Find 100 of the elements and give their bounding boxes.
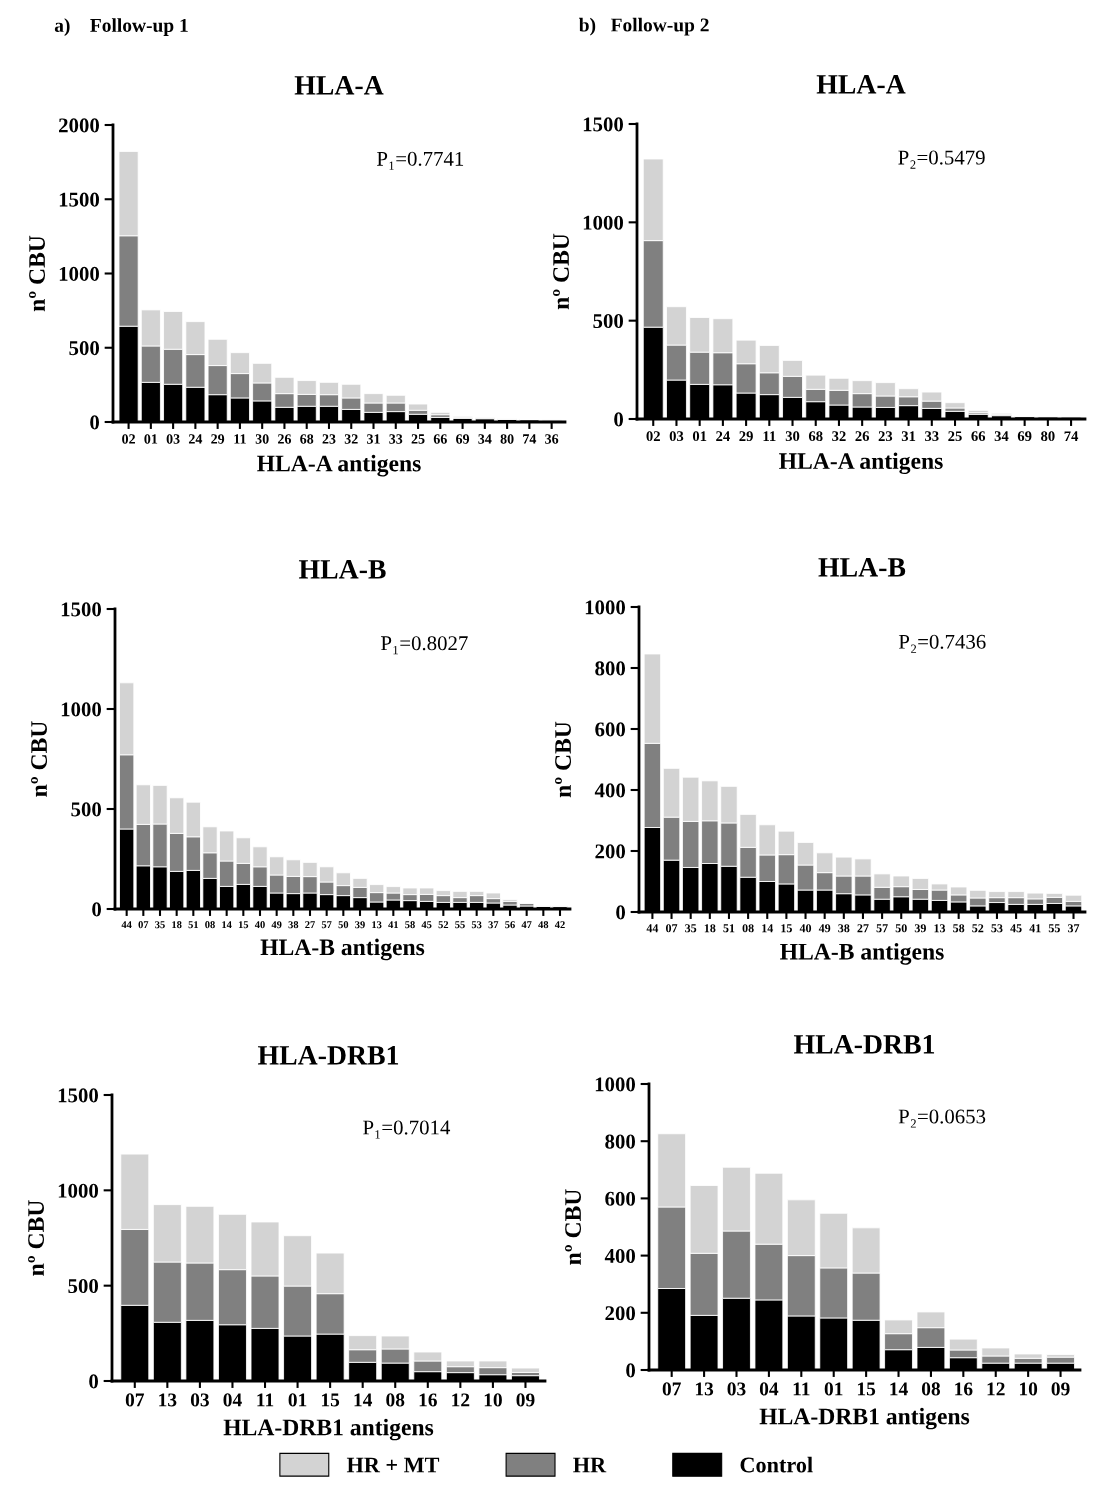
x-tick-label: 08	[205, 921, 215, 929]
x-tick-label: 14	[222, 921, 232, 929]
legend-label: Control	[740, 1456, 813, 1473]
x-tick-label: 09	[516, 1393, 535, 1407]
x-tick-label: 07	[125, 1393, 145, 1407]
chart-title: HLA-B	[818, 558, 906, 577]
x-tick-label: 34	[994, 431, 1009, 442]
x-axis-title: HLA-B antigens	[780, 943, 944, 965]
y-tick-label: 1500	[61, 602, 102, 617]
x-tick-label: 53	[991, 924, 1003, 933]
x-tick-label: 52	[972, 924, 984, 933]
x-tick-label: 12	[452, 1393, 470, 1407]
y-tick-label: 1000	[585, 600, 626, 615]
x-tick-label: 38	[288, 921, 299, 929]
x-tick-label: 45	[1010, 924, 1022, 933]
legend-label: HR	[573, 1457, 607, 1473]
x-tick-label: 15	[238, 921, 249, 929]
x-tick-label: 66	[971, 431, 986, 442]
y-axis-title: nº CBU	[28, 1200, 45, 1276]
y-tick-label: 1000	[58, 1183, 99, 1198]
x-tick-label: 48	[538, 921, 549, 929]
x-tick-label: 18	[704, 924, 716, 933]
x-tick-label: 15	[857, 1382, 876, 1396]
annotation: P₁=0.7741	[377, 151, 464, 170]
x-tick-label: 03	[190, 1393, 209, 1407]
x-tick-label: 14	[762, 924, 774, 933]
chart-title: HLA-B	[298, 560, 386, 579]
x-tick-label: 01	[144, 434, 158, 444]
x-tick-label: 08	[386, 1393, 405, 1407]
x-tick-label: 41	[1029, 924, 1041, 933]
x-tick-label: 40	[254, 921, 265, 929]
x-tick-label: 57	[321, 921, 332, 929]
x-tick-label: 25	[411, 434, 425, 444]
x-tick-label: 32	[832, 431, 846, 442]
x-tick-label: 74	[1064, 431, 1079, 441]
x-tick-label: 36	[545, 434, 559, 444]
x-tick-label: 44	[121, 921, 132, 929]
x-tick-label: 01	[692, 431, 707, 442]
x-tick-label: 09	[1051, 1382, 1070, 1396]
legend-label: HR + MT	[346, 1457, 440, 1473]
x-tick-label: 55	[455, 921, 465, 929]
x-tick-label: 01	[824, 1382, 843, 1396]
y-axis-title: nº CBU	[29, 235, 46, 312]
x-tick-label: 42	[554, 921, 565, 929]
x-tick-label: 68	[808, 431, 823, 442]
x-tick-label: 04	[759, 1382, 779, 1396]
x-tick-label: 01	[288, 1393, 307, 1407]
x-tick-label: 13	[159, 1393, 177, 1407]
y-tick-label: 500	[68, 1279, 99, 1294]
x-tick-label: 11	[763, 431, 776, 441]
chart-title: HLA-DRB1	[257, 1046, 399, 1065]
x-tick-label: 56	[505, 921, 515, 929]
x-tick-label: 37	[488, 921, 499, 929]
annotation: P₁=0.8027	[381, 636, 468, 655]
y-tick-label: 0	[90, 415, 100, 430]
x-tick-label: 02	[122, 434, 135, 444]
x-tick-label: 33	[925, 431, 939, 442]
x-tick-label: 13	[934, 924, 946, 933]
x-tick-label: 18	[172, 921, 182, 929]
x-tick-label: 04	[223, 1393, 242, 1407]
x-tick-label: 34	[478, 434, 492, 444]
x-tick-label: 31	[367, 434, 380, 444]
y-tick-label: 0	[626, 1363, 636, 1378]
x-tick-label: 53	[471, 921, 482, 929]
x-tick-label: 13	[695, 1382, 714, 1396]
x-axis-title: HLA-B antigens	[260, 938, 425, 961]
x-tick-label: 33	[389, 434, 403, 444]
annotation: P₂=0.0653	[898, 1109, 986, 1128]
y-tick-label: 0	[614, 412, 624, 427]
x-tick-label: 29	[739, 431, 753, 442]
x-tick-label: 38	[838, 924, 850, 933]
x-tick-label: 30	[255, 434, 269, 444]
y-axis-title: nº CBU	[565, 1189, 582, 1265]
x-tick-label: 50	[338, 921, 349, 929]
y-tick-label: 400	[604, 1248, 636, 1264]
x-tick-label: 16	[955, 1382, 973, 1396]
x-tick-label: 49	[818, 924, 831, 933]
y-axis-title: nº CBU	[31, 721, 48, 797]
x-tick-label: 40	[799, 924, 812, 933]
x-tick-label: 57	[876, 924, 888, 933]
y-axis-title: nº CBU	[555, 721, 572, 798]
x-tick-label: 44	[646, 924, 659, 933]
y-tick-label: 1500	[59, 192, 100, 207]
y-tick-label: 600	[605, 1191, 636, 1206]
x-tick-label: 51	[723, 924, 735, 933]
y-tick-label: 1000	[59, 266, 100, 281]
x-axis-title: HLA-A antigens	[257, 454, 421, 477]
x-tick-label: 39	[355, 921, 365, 929]
x-tick-label: 58	[405, 921, 415, 929]
x-tick-label: 51	[188, 921, 199, 929]
x-tick-label: 15	[781, 924, 792, 933]
x-tick-label: 50	[895, 924, 907, 933]
x-tick-label: 47	[521, 921, 532, 929]
x-tick-label: 14	[890, 1382, 908, 1396]
y-tick-label: 1000	[595, 1077, 636, 1092]
x-tick-label: 23	[878, 431, 893, 442]
y-tick-label: 600	[595, 722, 626, 737]
y-tick-label: 1500	[583, 117, 624, 132]
x-tick-label: 03	[669, 431, 684, 442]
x-tick-label: 03	[727, 1382, 746, 1396]
